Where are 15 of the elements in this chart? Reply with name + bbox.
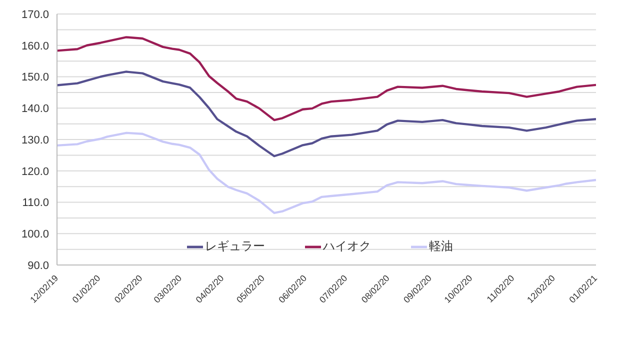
y-tick-label: 130.0 <box>21 134 49 146</box>
y-tick-label: 160.0 <box>21 40 49 52</box>
legend-label: ハイオク <box>323 238 371 255</box>
y-tick-label: 110.0 <box>22 197 49 210</box>
y-tick-label: 150.0 <box>21 72 49 84</box>
legend-label: レギュラー <box>205 238 265 255</box>
line-series <box>57 132 596 214</box>
legend-label: 軽油 <box>429 238 453 255</box>
line-series <box>57 70 596 158</box>
y-tick-label: 170.0 <box>21 8 49 21</box>
y-tick-label: 90.0 <box>28 260 49 272</box>
y-tick-label: 140.0 <box>21 103 49 116</box>
y-tick-label: 120.0 <box>21 166 49 178</box>
line-series <box>57 36 596 122</box>
y-tick-label: 100.0 <box>21 228 49 241</box>
